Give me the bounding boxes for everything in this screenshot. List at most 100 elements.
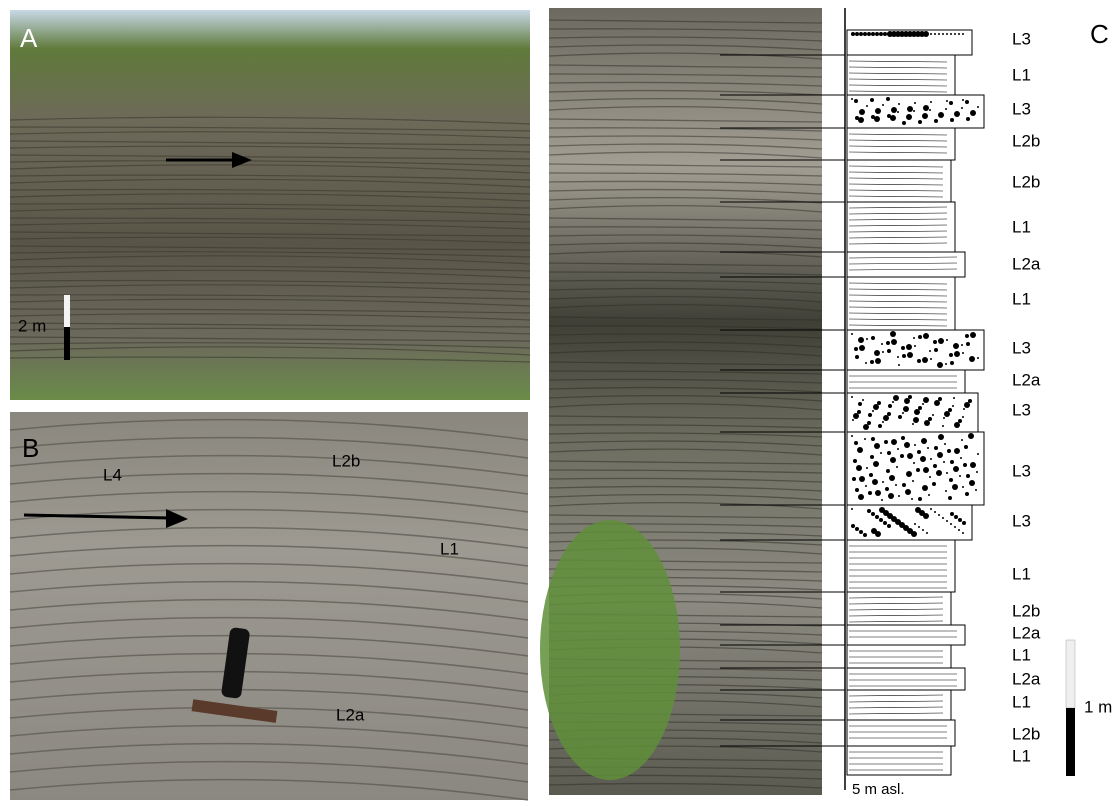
clast — [917, 359, 921, 363]
stratum — [9, 342, 531, 349]
stratum — [548, 477, 823, 483]
clast — [962, 416, 964, 418]
unit-label: L3 — [1012, 29, 1031, 48]
stratum — [9, 742, 529, 765]
stratum — [548, 105, 823, 114]
clast — [963, 463, 967, 467]
clast — [874, 443, 880, 449]
clast — [946, 520, 948, 522]
lamina — [848, 183, 944, 186]
clast — [882, 421, 884, 423]
stratum — [548, 242, 823, 249]
clast — [858, 117, 864, 123]
clast — [904, 398, 910, 404]
stratum — [9, 217, 531, 223]
clast — [950, 118, 954, 122]
lamina — [848, 90, 948, 93]
stratum — [9, 652, 529, 675]
stratum — [9, 616, 529, 639]
clast — [954, 515, 958, 519]
panel-letter: A — [20, 23, 38, 53]
clast — [962, 33, 964, 35]
panel-letter: B — [22, 433, 39, 463]
clast — [954, 33, 956, 35]
stratum — [548, 262, 823, 267]
clast — [913, 417, 919, 423]
clast — [877, 401, 881, 405]
lamina — [848, 78, 948, 81]
clast — [948, 408, 952, 412]
clast — [863, 424, 869, 430]
clast — [913, 110, 915, 112]
clast — [946, 100, 948, 102]
clast — [922, 529, 924, 531]
clast — [949, 353, 953, 357]
stratum — [548, 378, 823, 384]
clast — [934, 400, 940, 406]
lamina — [848, 145, 948, 148]
clast — [906, 344, 912, 350]
clast — [882, 481, 884, 483]
stratum — [548, 460, 823, 465]
clast — [945, 490, 947, 492]
clast — [942, 33, 944, 35]
clast — [952, 484, 958, 490]
unit-label: L2a — [1012, 623, 1041, 642]
lamina — [848, 230, 948, 233]
unit-label: L2b — [1012, 172, 1040, 191]
clast — [851, 333, 853, 335]
clast — [866, 105, 868, 107]
stratum — [548, 424, 823, 429]
unit-box — [846, 644, 952, 669]
stratum — [548, 226, 823, 231]
clast — [930, 358, 932, 360]
stratum — [548, 316, 823, 321]
unit-box — [846, 251, 966, 278]
lamina — [848, 712, 944, 715]
clast — [851, 396, 853, 398]
stratum — [9, 207, 531, 216]
lamina — [848, 596, 944, 599]
clast — [938, 514, 940, 516]
unit-label: L2a — [1012, 669, 1041, 688]
clast — [923, 105, 929, 111]
clast — [902, 483, 906, 487]
clast — [867, 421, 871, 425]
stratum — [548, 143, 823, 150]
clast — [977, 453, 979, 455]
stratum — [9, 670, 529, 693]
strata — [9, 418, 529, 801]
clast — [913, 337, 915, 339]
clast — [864, 438, 866, 440]
stratum — [548, 135, 823, 141]
clast — [889, 475, 895, 481]
clast — [953, 343, 959, 349]
clast — [866, 467, 868, 469]
lamina — [848, 151, 948, 154]
stratum — [9, 634, 529, 657]
clast — [965, 100, 969, 104]
clast — [968, 433, 974, 439]
clast — [962, 352, 964, 354]
clast — [871, 512, 875, 516]
clast — [920, 456, 926, 462]
stratum — [9, 154, 531, 160]
lamina — [848, 614, 944, 617]
clast — [887, 451, 891, 455]
scale-bar — [64, 327, 70, 360]
strata — [9, 116, 531, 363]
clast — [888, 404, 892, 408]
stratum — [548, 234, 823, 240]
clast — [878, 424, 882, 428]
clast — [954, 526, 956, 528]
clast — [922, 403, 924, 405]
clast — [964, 402, 970, 408]
stratum — [548, 172, 823, 177]
clast — [879, 518, 883, 522]
arrow-head — [232, 152, 252, 168]
clast — [913, 462, 915, 464]
clast — [868, 413, 872, 417]
clast — [918, 526, 920, 528]
clast — [966, 117, 970, 121]
stratum — [548, 303, 823, 312]
